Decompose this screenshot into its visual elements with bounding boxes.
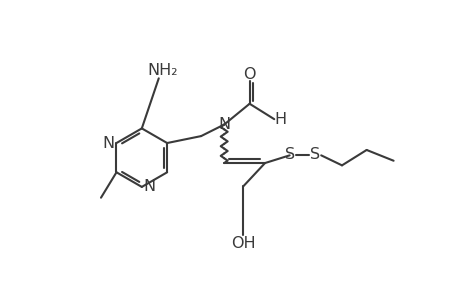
Text: OH: OH (230, 236, 255, 251)
Text: N: N (102, 136, 115, 151)
Text: O: O (243, 67, 255, 82)
Text: S: S (309, 147, 319, 162)
Text: N: N (143, 179, 155, 194)
Text: NH₂: NH₂ (147, 63, 178, 78)
Text: N: N (218, 117, 230, 132)
Text: H: H (274, 112, 286, 127)
Text: S: S (284, 147, 294, 162)
